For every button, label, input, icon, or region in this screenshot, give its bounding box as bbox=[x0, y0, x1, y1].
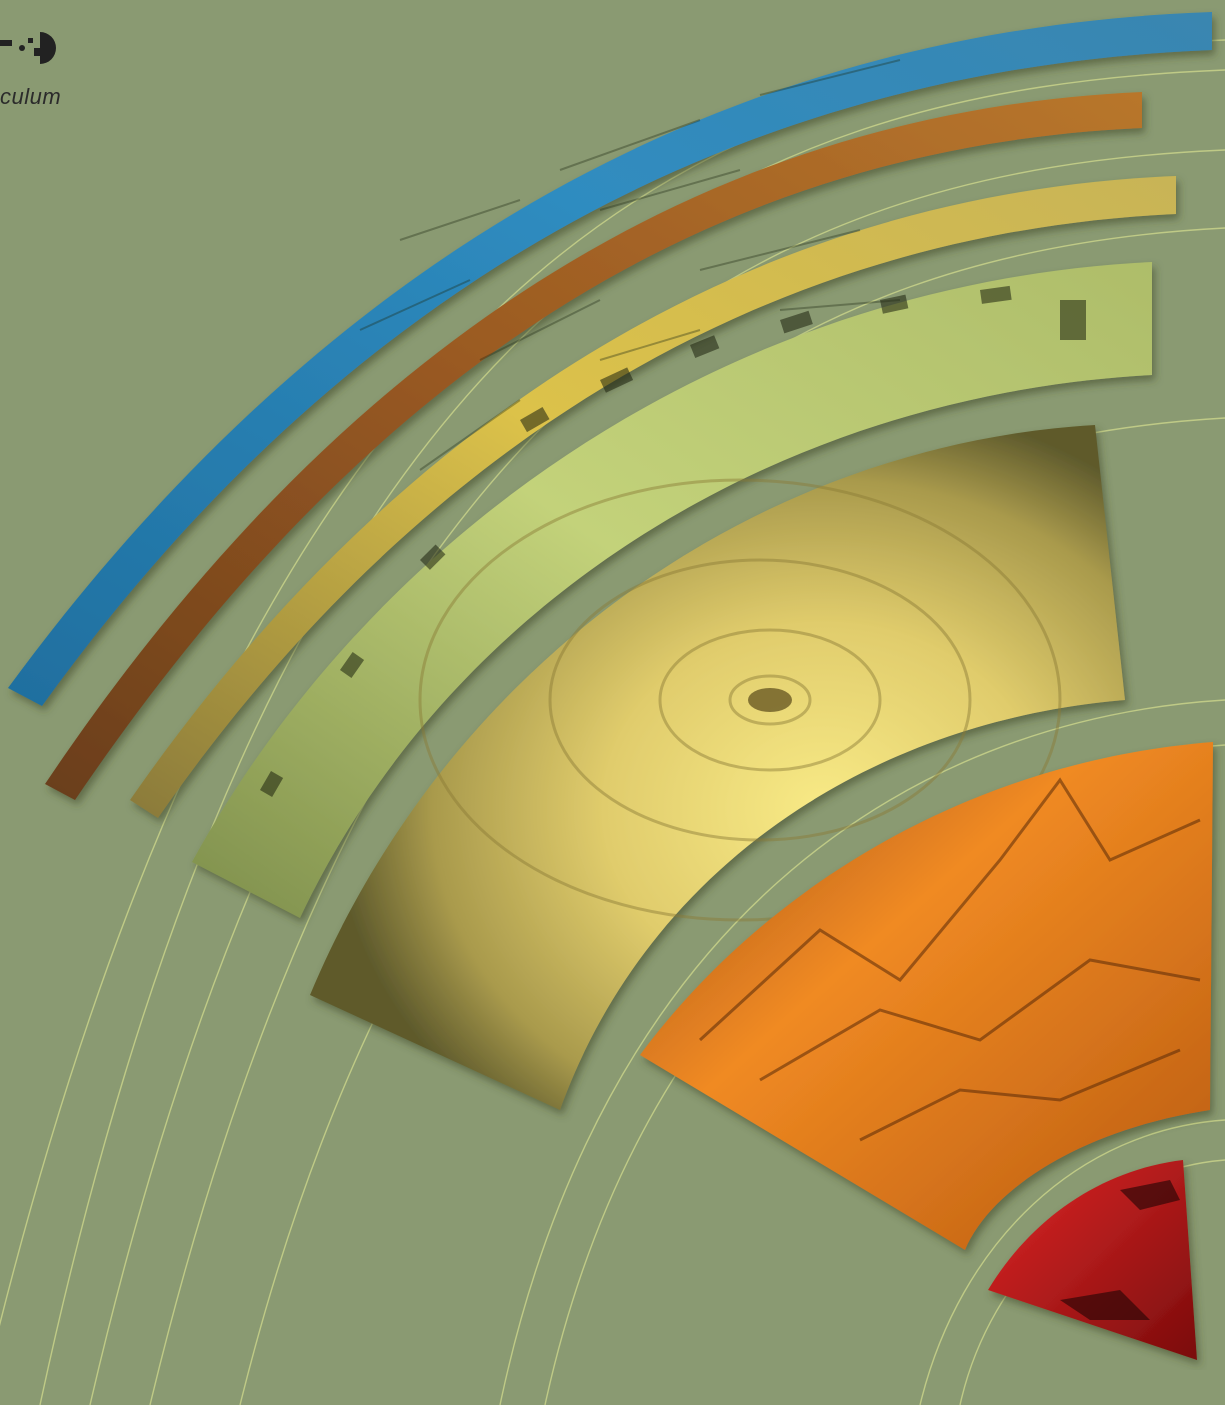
hurricane-swirl bbox=[418, 478, 1062, 922]
brand-logo: culum bbox=[0, 28, 90, 109]
band-texture bbox=[359, 59, 901, 471]
logo-mark-icon bbox=[0, 32, 56, 64]
mountain-ridges bbox=[698, 777, 1201, 1142]
red-imagery-wedge bbox=[988, 1160, 1197, 1360]
city-imagery-band bbox=[192, 262, 1152, 918]
red-dark-patches bbox=[1060, 1180, 1180, 1320]
mountain-imagery-wedge bbox=[640, 742, 1213, 1250]
hurricane-imagery-wedge bbox=[310, 425, 1125, 1110]
hurricane-eye bbox=[748, 688, 792, 712]
city-blocks bbox=[260, 285, 1086, 797]
brand-wordmark: culum bbox=[0, 84, 62, 109]
